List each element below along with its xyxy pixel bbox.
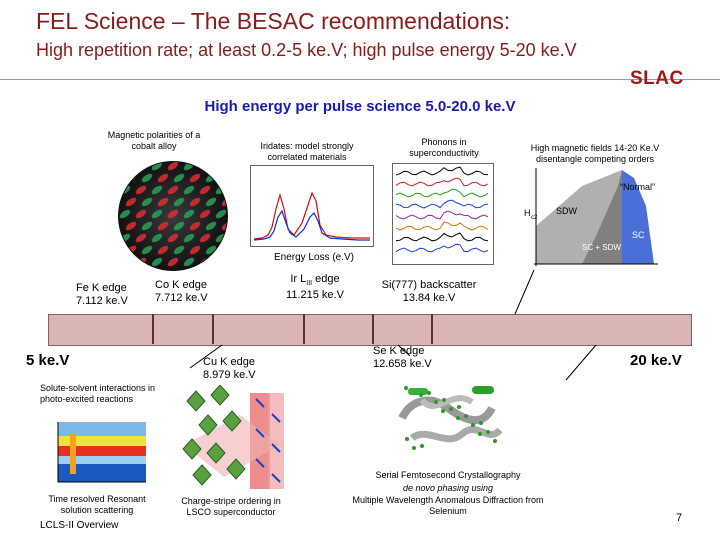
energy-scale-bar [48, 314, 692, 346]
fe-edge-label: Fe K edge 7.112 ke.V [76, 282, 128, 308]
connector-cu [189, 344, 223, 369]
protein-atom [456, 416, 460, 420]
tick-si [431, 314, 433, 344]
connector-se [397, 344, 411, 357]
protein-atom [486, 430, 490, 434]
charge-stripe-caption: Charge-stripe ordering in LSCO supercond… [181, 496, 281, 517]
protein-atom [478, 432, 482, 436]
se-edge-label: Se K edge 12.658 ke.V [373, 345, 432, 371]
slide-subtitle: High repetition rate; at least 0.2-5 ke.… [36, 40, 577, 60]
spectrum-line-blue [253, 209, 370, 241]
protein-atom [420, 444, 424, 448]
spectrum-line-red [253, 191, 370, 240]
spin-arrow [271, 473, 281, 483]
phonon-curve [395, 232, 489, 242]
header-divider [0, 79, 720, 80]
protein-atom [419, 393, 423, 397]
tick-cu [212, 314, 214, 344]
si-backscatter-label: Si(777) backscatter 13.84 ke.V [381, 279, 477, 305]
phonon-curve [395, 210, 489, 220]
protein-structure-image [392, 378, 510, 458]
phonon-curve [395, 166, 489, 176]
protein-atom [412, 446, 416, 450]
co-edge-label: Co K edge 7.712 ke.V [155, 279, 208, 305]
phase-sdw-label: SDW [556, 206, 578, 216]
range-high-label: 20 ke.V [630, 352, 682, 369]
de-novo-caption: de novo phasing using [402, 483, 494, 493]
phase-hc2-label: H [524, 208, 531, 218]
protein-atom [457, 405, 461, 409]
ir-edge-label: Ir LIII edge 11.215 ke.V [280, 273, 350, 302]
lcls-overview-label: LCLS-II Overview [40, 520, 119, 531]
octahedron [206, 442, 226, 464]
iridates-caption: Iridates: model strongly correlated mate… [260, 141, 354, 162]
cu-edge-label: Cu K edge 8.979 ke.V [203, 356, 256, 382]
protein-atom [441, 409, 445, 413]
range-low-label: 5 ke.V [26, 352, 70, 369]
octahedron [186, 390, 206, 412]
octahedron [210, 385, 230, 406]
protein-atom [464, 414, 468, 418]
ir-edge-prefix: Ir L [290, 273, 307, 285]
serial-caption: Serial Femtosecond Crystallography [375, 470, 521, 480]
page-number: 7 [676, 512, 683, 524]
magnetic-caption: Magnetic polarities of a cobalt alloy [107, 130, 201, 151]
time-resolved-caption: Time resolved Resonant solution scatteri… [48, 494, 146, 515]
protein-atom [405, 437, 409, 441]
spin-arrow [271, 443, 281, 453]
slac-logo: SLAC [630, 68, 684, 89]
spin-arrow [255, 398, 265, 408]
protein-atom [479, 421, 483, 425]
protein-atom [449, 407, 453, 411]
phase-hc2-sub: c2 [531, 215, 538, 221]
phase-diagram: “Normal” SDW SC SC + SDW H c2 [522, 166, 662, 274]
spin-arrow [255, 458, 265, 468]
connector-high-field [514, 269, 535, 315]
scattering-heatmap [46, 416, 152, 492]
phonon-curve [395, 221, 489, 231]
phase-sc-sdw-label: SC + SDW [582, 243, 621, 252]
section-heading: High energy per pulse science 5.0-20.0 k… [204, 98, 516, 115]
ir-edge-value: 11.215 ke.V [286, 288, 344, 301]
solute-caption: Solute-solvent interactions in photo-exc… [40, 383, 156, 404]
octahedron [226, 458, 246, 480]
mwad-caption: Multiple Wavelength Anomalous Diffractio… [352, 495, 544, 516]
charge-stripe-image [180, 385, 290, 493]
octahedron [222, 410, 242, 432]
tick-se [372, 314, 374, 344]
connector-serial [565, 344, 597, 381]
protein-atom [427, 391, 431, 395]
phonons-caption: Phonons in superconductivity [409, 137, 479, 158]
tick-co [152, 314, 154, 344]
energy-loss-label: Energy Loss (e.V) [273, 252, 355, 263]
protein-atom [442, 398, 446, 402]
ir-edge-suffix: edge [312, 273, 340, 285]
spin-arrow [271, 413, 281, 423]
iridate-spectrum-plot [250, 165, 374, 247]
protein-atom [471, 423, 475, 427]
tick-ir [303, 314, 305, 344]
high-field-caption: High magnetic fields 14-20 Ke.V disentan… [530, 143, 660, 164]
slide-title: FEL Science – The BESAC recommendations: [36, 8, 511, 34]
ir-edge-subscript: III [306, 280, 313, 288]
phase-sc-label: SC [632, 230, 645, 240]
magnetic-domain-image [118, 161, 228, 271]
phonon-plot [392, 163, 494, 265]
phonon-curve [395, 199, 489, 209]
protein-atom [493, 439, 497, 443]
phonon-curve [395, 188, 489, 198]
octahedron [192, 464, 212, 486]
spin-arrow [255, 428, 265, 438]
phonon-curve [395, 243, 489, 253]
phase-normal-label: “Normal” [620, 182, 655, 192]
protein-atom [404, 386, 408, 390]
octahedron [182, 438, 202, 460]
protein-atom [434, 400, 438, 404]
octahedron [198, 414, 218, 436]
phonon-curve [395, 177, 489, 187]
